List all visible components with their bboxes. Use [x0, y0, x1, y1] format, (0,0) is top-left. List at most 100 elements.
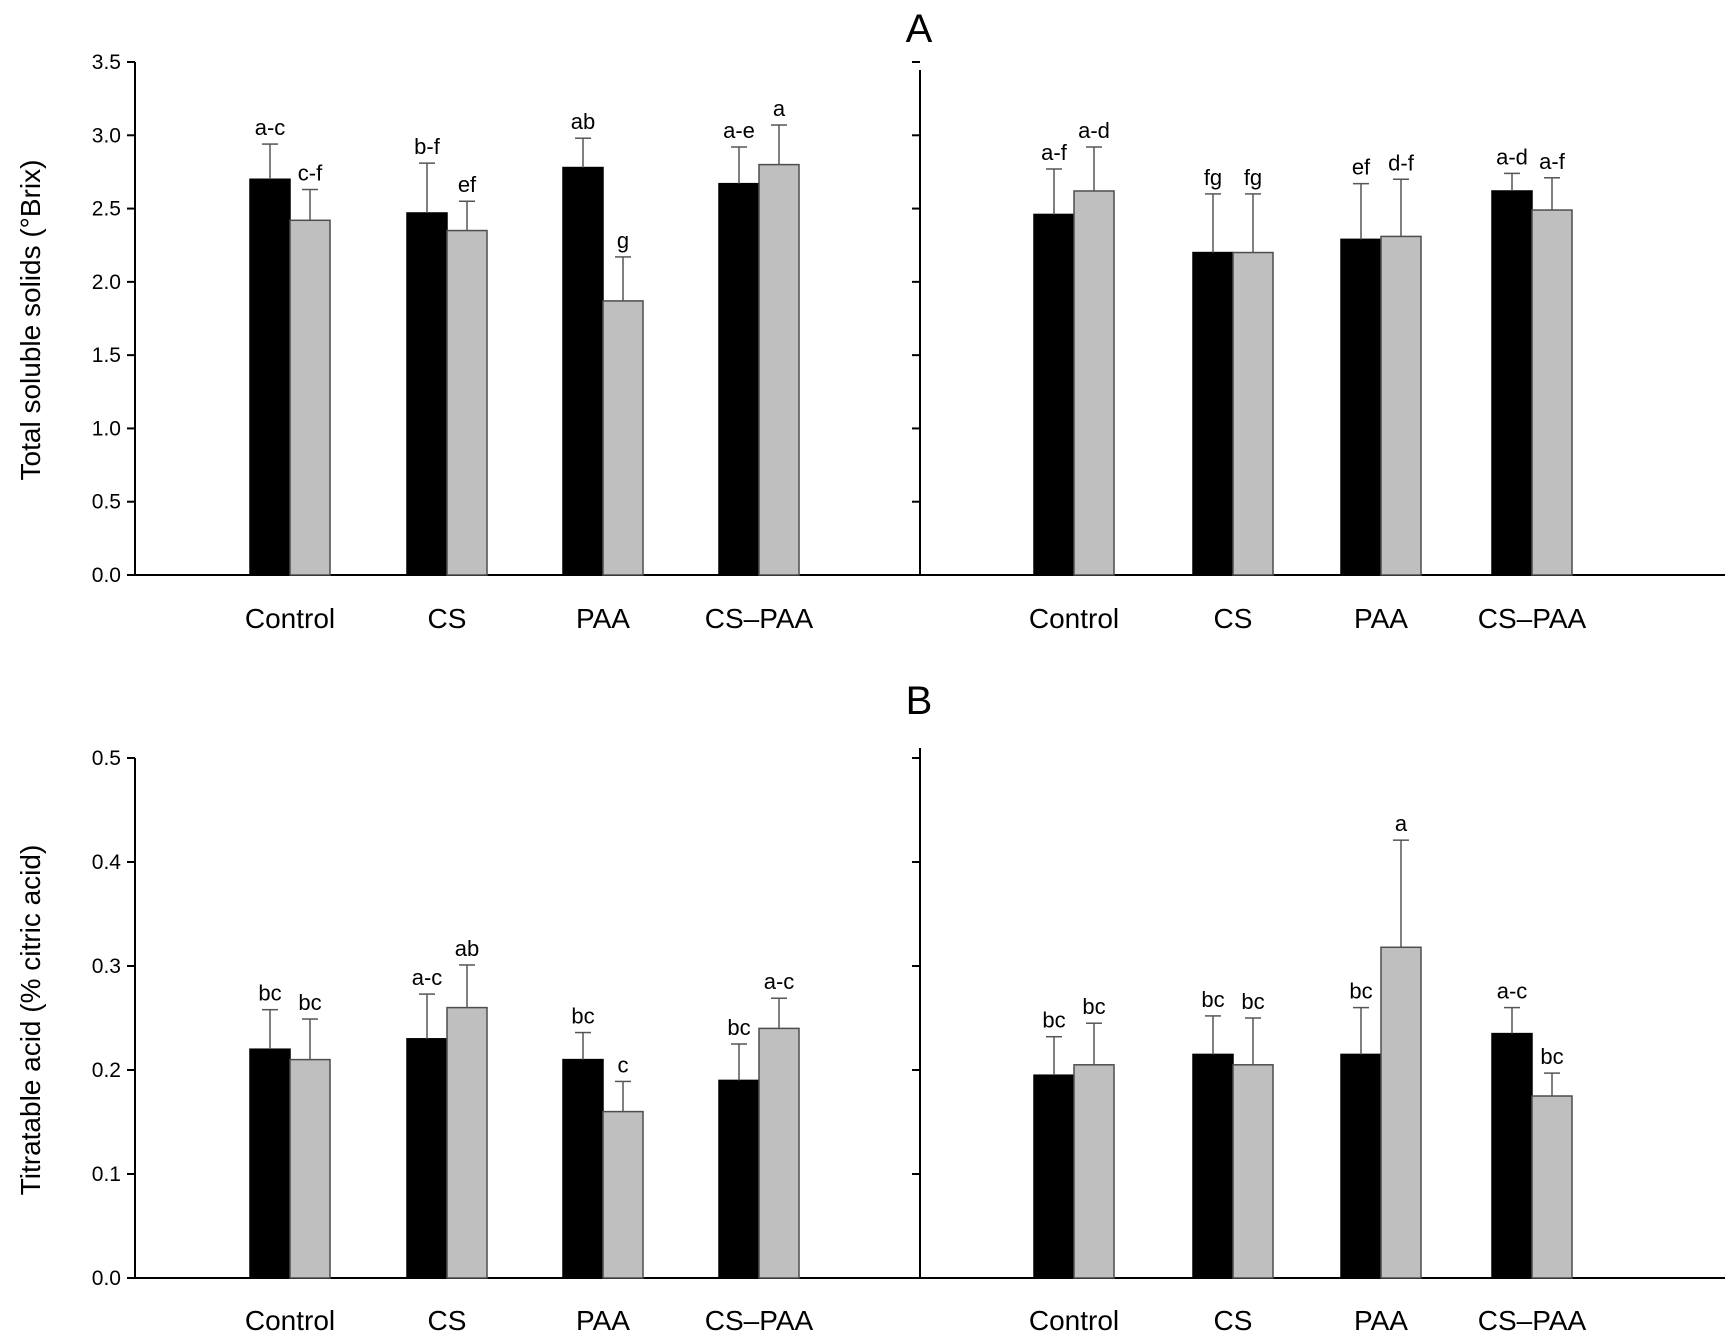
- significance-label: c: [618, 1052, 629, 1077]
- bar-black: [249, 178, 291, 576]
- bar-black: [562, 166, 604, 576]
- bar-gray: [1073, 190, 1115, 576]
- significance-label: bc: [258, 981, 281, 1006]
- y-tick-label: 2.0: [92, 271, 121, 294]
- subplot-a-right: a-f a-d Control fg fg CS ef d-f PAA a-d a-f CS–PAA: [912, 61, 1725, 634]
- x-tick-label: PAA: [576, 603, 630, 634]
- x-tick-label: PAA: [1354, 1305, 1408, 1336]
- bar-black: [1340, 1053, 1382, 1279]
- bar-gray: [1073, 1064, 1115, 1279]
- bar-gray: [758, 1027, 800, 1279]
- bar-gray: [1531, 1095, 1573, 1279]
- x-tick-label: CS: [428, 603, 467, 634]
- panel-b-y-axis-title: Titratable acid (% citric acid): [15, 845, 46, 1196]
- x-tick-label: CS: [1214, 603, 1253, 634]
- x-tick-label: PAA: [576, 1305, 630, 1336]
- y-tick-label: 0.0: [92, 1267, 121, 1290]
- bar-black: [718, 182, 760, 576]
- bar-gray: [602, 1110, 644, 1279]
- x-tick-label: CS–PAA: [1478, 603, 1587, 634]
- y-tick-label: 1.0: [92, 417, 121, 440]
- significance-label: bc: [1082, 994, 1105, 1019]
- x-tick-label: PAA: [1354, 603, 1408, 634]
- y-tick-label: 0.2: [92, 1059, 121, 1082]
- y-tick-label: 2.5: [92, 198, 121, 221]
- significance-label: g: [617, 228, 629, 253]
- significance-label: a-c: [255, 115, 286, 140]
- significance-label: ab: [455, 936, 479, 961]
- bar-black: [249, 1048, 291, 1279]
- bar-black: [1033, 1074, 1075, 1279]
- y-tick-label: 3.0: [92, 124, 121, 147]
- y-tick-label: 0.0: [92, 564, 121, 587]
- panel-a: A Total soluble solids (°Brix): [15, 7, 933, 480]
- significance-label: a-d: [1496, 144, 1528, 169]
- bar-gray: [1232, 251, 1274, 576]
- bar-gray: [758, 163, 800, 576]
- subplot-a-left: 0.0 0.5 1.0 1.5 2.0 2.5 3.0 3.5 a-c c-f Control b-f…: [92, 51, 920, 634]
- y-tick-label: 0.1: [92, 1163, 121, 1186]
- significance-label: a-c: [412, 965, 443, 990]
- y-tick-label: 0.5: [92, 491, 121, 514]
- bar-gray: [446, 1006, 488, 1279]
- subplot-b-left: 0.00.10.20.30.40.5bc bcControla-cabCSbccP…: [92, 747, 920, 1336]
- significance-label: fg: [1244, 165, 1262, 190]
- significance-label: bc: [1241, 989, 1264, 1014]
- significance-label: bc: [1540, 1044, 1563, 1069]
- y-tick-label: 3.5: [92, 51, 121, 74]
- significance-label: a-f: [1539, 149, 1566, 174]
- bar-gray: [1531, 209, 1573, 576]
- y-tick-label: 0.3: [92, 955, 121, 978]
- significance-label: ef: [1352, 155, 1371, 180]
- bar-gray: [1380, 235, 1422, 576]
- x-tick-label: CS–PAA: [705, 1305, 814, 1336]
- significance-label: d-f: [1388, 150, 1415, 175]
- significance-label: ef: [458, 172, 477, 197]
- y-tick-label: 1.5: [92, 344, 121, 367]
- y-tick-label: 0.4: [92, 851, 122, 874]
- plot-area: 0.0 0.5 1.0 1.5 2.0 2.5 3.0 3.5 a-c c-f Control b-f…: [92, 51, 1725, 1336]
- significance-label: bc: [298, 990, 321, 1015]
- panel-b: B Titratable acid (% citric acid): [15, 679, 932, 1195]
- significance-label: a-f: [1041, 140, 1068, 165]
- bar-gray: [289, 219, 331, 576]
- significance-label: a-e: [723, 118, 755, 143]
- bar-gray: [602, 300, 644, 576]
- bar-black: [1192, 1053, 1234, 1279]
- x-tick-label: CS–PAA: [1478, 1305, 1587, 1336]
- significance-label: bc: [1349, 979, 1372, 1004]
- x-tick-label: Control: [245, 1305, 335, 1336]
- significance-label: bc: [1201, 987, 1224, 1012]
- significance-label: bc: [727, 1015, 750, 1040]
- significance-label: a: [773, 96, 786, 121]
- bar-black: [562, 1058, 604, 1279]
- bar-gray: [1380, 946, 1422, 1279]
- bar-black: [1491, 190, 1533, 576]
- significance-label: a-c: [1497, 979, 1528, 1004]
- x-tick-label: CS: [428, 1305, 467, 1336]
- panel-a-letter: A: [906, 7, 933, 51]
- significance-label: a-d: [1078, 118, 1110, 143]
- x-tick-label: Control: [1029, 1305, 1119, 1336]
- bar-gray: [1232, 1064, 1274, 1279]
- panel-b-letter: B: [906, 679, 933, 723]
- significance-label: a: [1395, 811, 1408, 836]
- bar-black: [1033, 213, 1075, 576]
- x-tick-label: Control: [245, 603, 335, 634]
- x-tick-label: CS: [1214, 1305, 1253, 1336]
- significance-label: c-f: [298, 161, 323, 186]
- significance-label: bc: [571, 1004, 594, 1029]
- significance-label: b-f: [414, 134, 441, 159]
- bar-black: [406, 1038, 448, 1279]
- significance-label: fg: [1204, 165, 1222, 190]
- x-tick-label: Control: [1029, 603, 1119, 634]
- bar-black: [1491, 1032, 1533, 1279]
- bar-black: [406, 212, 448, 576]
- bar-black: [1340, 238, 1382, 576]
- bar-black: [718, 1079, 760, 1279]
- significance-label: ab: [571, 109, 595, 134]
- bar-black: [1192, 251, 1234, 576]
- significance-label: bc: [1042, 1008, 1065, 1033]
